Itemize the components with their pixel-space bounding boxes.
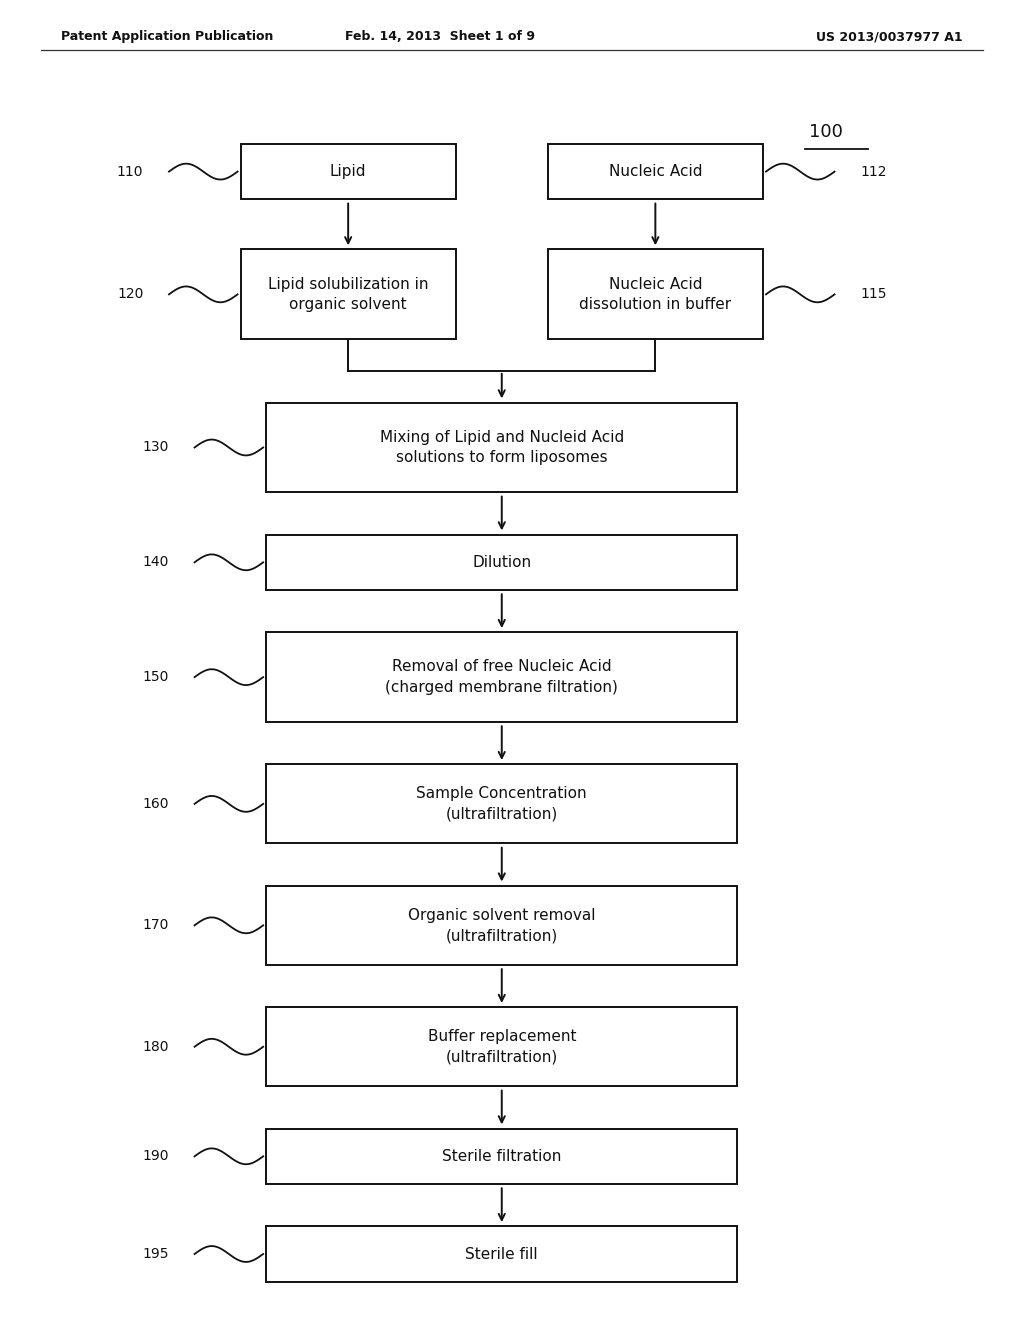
Text: 110: 110: [117, 165, 143, 178]
Text: US 2013/0037977 A1: US 2013/0037977 A1: [816, 30, 963, 44]
Text: 195: 195: [142, 1247, 169, 1261]
Text: 130: 130: [142, 441, 169, 454]
Text: 120: 120: [117, 288, 143, 301]
Text: Organic solvent removal
(ultrafiltration): Organic solvent removal (ultrafiltration…: [408, 908, 596, 942]
Text: 115: 115: [860, 288, 887, 301]
Bar: [266, 403, 737, 492]
Bar: [241, 249, 456, 339]
Bar: [266, 1226, 737, 1282]
Text: Nucleic Acid
dissolution in buffer: Nucleic Acid dissolution in buffer: [580, 277, 731, 312]
Bar: [266, 886, 737, 965]
Text: 160: 160: [142, 797, 169, 810]
Text: Dilution: Dilution: [472, 554, 531, 570]
Text: 190: 190: [142, 1150, 169, 1163]
Text: Removal of free Nucleic Acid
(charged membrane filtration): Removal of free Nucleic Acid (charged me…: [385, 660, 618, 694]
Bar: [266, 632, 737, 722]
Text: Feb. 14, 2013  Sheet 1 of 9: Feb. 14, 2013 Sheet 1 of 9: [345, 30, 536, 44]
Text: 112: 112: [860, 165, 887, 178]
Text: Sterile fill: Sterile fill: [466, 1246, 538, 1262]
Bar: [266, 535, 737, 590]
Text: 170: 170: [142, 919, 169, 932]
Text: Patent Application Publication: Patent Application Publication: [61, 30, 273, 44]
Bar: [548, 249, 763, 339]
Text: 100: 100: [809, 123, 843, 141]
Text: 150: 150: [142, 671, 169, 684]
Text: 140: 140: [142, 556, 169, 569]
Text: Sample Concentration
(ultrafiltration): Sample Concentration (ultrafiltration): [417, 787, 587, 821]
Bar: [266, 1129, 737, 1184]
Text: Lipid: Lipid: [330, 164, 367, 180]
Text: Nucleic Acid: Nucleic Acid: [608, 164, 702, 180]
Text: Sterile filtration: Sterile filtration: [442, 1148, 561, 1164]
Bar: [241, 144, 456, 199]
Bar: [548, 144, 763, 199]
Text: Mixing of Lipid and Nucleid Acid
solutions to form liposomes: Mixing of Lipid and Nucleid Acid solutio…: [380, 430, 624, 465]
Bar: [266, 764, 737, 843]
Text: Buffer replacement
(ultrafiltration): Buffer replacement (ultrafiltration): [427, 1030, 577, 1064]
Bar: [266, 1007, 737, 1086]
Text: Lipid solubilization in
organic solvent: Lipid solubilization in organic solvent: [268, 277, 428, 312]
Text: 180: 180: [142, 1040, 169, 1053]
